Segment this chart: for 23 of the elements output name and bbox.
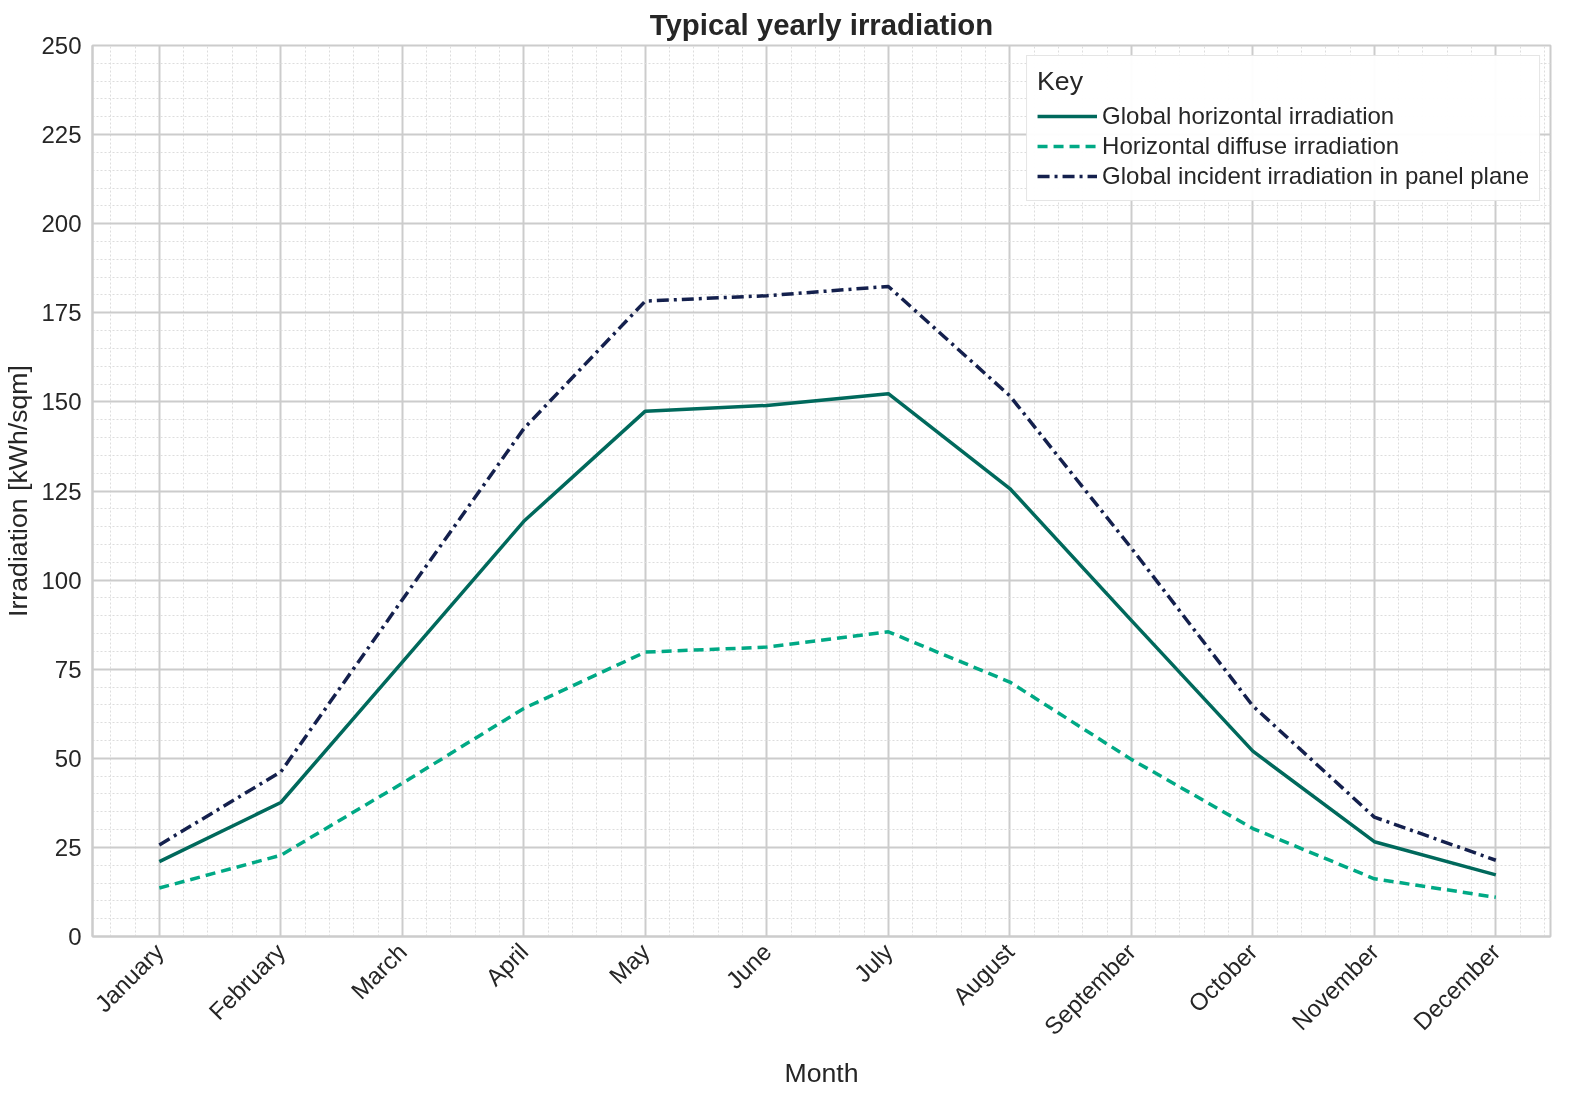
y-tick-label: 250 xyxy=(41,32,82,59)
legend-label: Horizontal diffuse irradiation xyxy=(1102,132,1400,160)
y-tick-label: 150 xyxy=(41,388,82,416)
x-axis-title: Month xyxy=(784,1057,859,1088)
legend-label: Global incident irradiation in panel plane xyxy=(1102,162,1529,190)
chart-title: Typical yearly irradiation xyxy=(649,7,994,41)
y-tick-label: 75 xyxy=(54,655,82,683)
y-tick-label: 100 xyxy=(41,566,82,594)
x-tick-label: May xyxy=(603,937,655,990)
y-tick-label: 225 xyxy=(41,121,82,149)
y-tick-label: 175 xyxy=(41,299,82,327)
legend-title: Key xyxy=(1037,66,1084,97)
y-tick-label: 0 xyxy=(68,923,82,950)
y-tick-label: 200 xyxy=(41,210,82,238)
y-axis-title: Irradiation [kWh/sqm] xyxy=(3,365,34,617)
line-series xyxy=(157,630,1498,900)
y-tick-label: 25 xyxy=(54,833,82,861)
line-series xyxy=(157,391,1498,877)
legend-label: Global horizontal irradiation xyxy=(1102,102,1395,130)
y-tick-label: 125 xyxy=(41,477,82,505)
line-series xyxy=(157,284,1498,862)
x-tick-label: July xyxy=(848,937,898,988)
y-tick-label: 50 xyxy=(54,744,82,772)
